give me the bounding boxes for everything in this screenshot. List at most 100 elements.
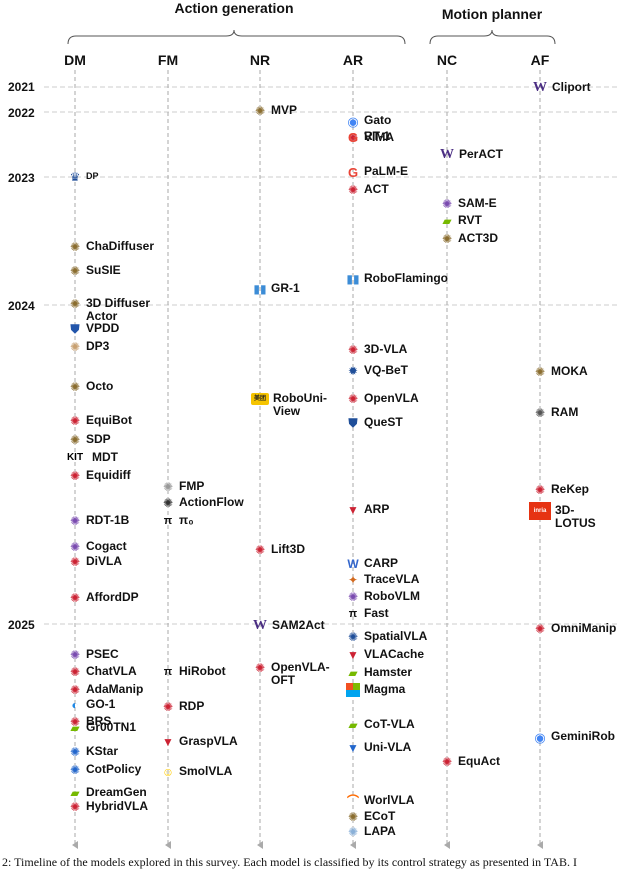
icon-glyph: ▼ [347, 648, 359, 662]
year-label: 2023 [8, 171, 35, 185]
model-label: HybridVLA [86, 799, 149, 813]
icon-glyph: G [347, 165, 359, 179]
model-label: VIMA [364, 130, 394, 144]
seal-icon: ✺ [68, 591, 82, 605]
icon-glyph: ⛊ [70, 322, 80, 336]
model-label: GR-1 [271, 281, 300, 295]
model-label: ECoT [364, 809, 396, 823]
column-header-nc: NC [436, 52, 458, 68]
model-label: ChatVLA [86, 664, 137, 678]
uw-logo: W [532, 81, 548, 95]
icon-glyph: ✺ [254, 661, 266, 675]
model-label: DreamGen [86, 785, 147, 799]
seal-icon: ✺ [161, 700, 175, 714]
seal-icon: ✺ [346, 392, 360, 406]
model-label: Equidiff [86, 468, 131, 482]
model-label: TraceVLA [364, 572, 420, 586]
pi-icon: π [161, 514, 175, 528]
icon-glyph: ✺ [347, 343, 359, 357]
seal-icon: ✺ [68, 800, 82, 814]
model-label: EquAct [458, 754, 500, 768]
seal-icon: ✺ [533, 365, 547, 379]
google-icon: G [346, 165, 360, 179]
column-header-fm: FM [157, 52, 179, 68]
icon-glyph: ✺ [347, 825, 359, 839]
icon-glyph: ✺ [69, 240, 81, 254]
icon-glyph: ▰ [442, 214, 452, 228]
seal-icon: ✺ [68, 683, 82, 697]
icon-glyph: ♛ [69, 170, 81, 184]
model-label: HiRobot [179, 664, 226, 678]
icon-glyph: ✺ [347, 392, 359, 406]
bookmark-icon: ▼ [161, 735, 175, 749]
group-title-motion-planner: Motion planner [441, 6, 543, 22]
bytedance-icon: ▮▮ [253, 282, 267, 296]
column-header-nr: NR [249, 52, 271, 68]
icon-glyph: ▰ [70, 721, 80, 735]
model-label: SuSIE [86, 263, 121, 277]
model-label: OpenVLA- OFT [271, 660, 330, 687]
model-label: PerACT [459, 147, 504, 161]
model-label: AdaManip [86, 682, 144, 696]
model-label: MVP [271, 103, 298, 117]
icon-glyph: ✺ [69, 433, 81, 447]
agibot-icon: ◐ [68, 698, 82, 712]
model-label: OmniManip [551, 621, 617, 635]
model-label: RoboVLM [364, 589, 420, 603]
icon-glyph: ✺ [347, 810, 359, 824]
model-label: SAM2Act [272, 618, 325, 632]
column-header-ar: AR [342, 52, 364, 68]
model-label: RDP [179, 699, 205, 713]
icon-glyph: π [348, 607, 358, 620]
nyu-icon: ✹ [346, 364, 360, 378]
meituan-icon: 美团 [251, 393, 269, 405]
uw-logo: W [252, 619, 268, 633]
bytedance-icon: ▮▮ [346, 272, 360, 286]
seal-icon: ✺ [440, 197, 454, 211]
icon-glyph: ◉ [347, 114, 359, 128]
icon-glyph: ▮▮ [346, 272, 360, 286]
icon-glyph: ✺ [69, 514, 81, 528]
model-label: ACT3D [458, 231, 499, 245]
model-label: SDP [86, 432, 111, 446]
model-label: RoboFlamingo [364, 271, 448, 285]
inria-icon: inria [529, 502, 551, 520]
model-label: DiVLA [86, 554, 122, 568]
model-label: SpatialVLA [364, 629, 428, 643]
year-label: 2024 [8, 299, 35, 313]
model-label: RDT-1B [86, 513, 130, 527]
model-label: EquiBot [86, 413, 132, 427]
icon-glyph: ✺ [347, 131, 359, 145]
seal-icon: ✺ [346, 131, 360, 145]
seal-icon: ✺ [533, 406, 547, 420]
seal-icon: ✺ [346, 183, 360, 197]
seal-icon: ✺ [68, 297, 82, 311]
nvidia-icon: ▰ [68, 721, 82, 735]
seal-icon: ✺ [68, 745, 82, 759]
icon-glyph: ✺ [162, 700, 174, 714]
nvidia-icon: ▰ [440, 214, 454, 228]
pi-icon: π [161, 665, 175, 679]
model-label: SAM-E [458, 196, 497, 210]
icon-glyph: ✺ [162, 480, 174, 494]
model-label: SmolVLA [179, 764, 233, 778]
nvidia-icon: ▰ [346, 666, 360, 680]
shield-icon: ⛊ [68, 322, 82, 336]
model-label: DP [86, 171, 99, 181]
icon-glyph: ✺ [534, 406, 546, 420]
model-label: LAPA [364, 824, 396, 838]
icon-glyph: ✺ [69, 540, 81, 554]
model-label: Hamster [364, 665, 413, 679]
seal-icon: ✺ [533, 622, 547, 636]
seal-icon: ✺ [253, 543, 267, 557]
model-label: BRS [86, 714, 112, 728]
icon-glyph: ✺ [69, 297, 81, 311]
model-label: ACT [364, 182, 389, 196]
model-label: MOKA [551, 364, 588, 378]
model-label: CARP [364, 556, 399, 570]
icon-glyph: ✺ [347, 630, 359, 644]
model-label: Magma [364, 682, 406, 696]
icon-glyph: ✺ [441, 197, 453, 211]
icon-glyph: ✺ [69, 745, 81, 759]
